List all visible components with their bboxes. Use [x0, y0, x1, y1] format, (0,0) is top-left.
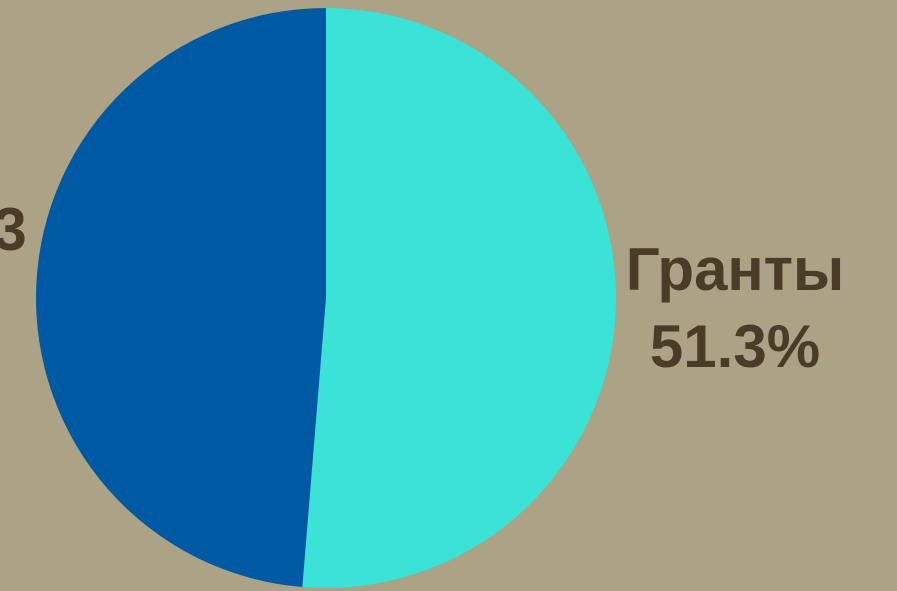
pie-slice-other-1 [35, 8, 327, 588]
slice-label-grants-name: Гранты [626, 236, 845, 303]
slice-label-grants-percent: 51.3% [650, 313, 820, 380]
pie-slices [35, 8, 616, 588]
slice-label-left-partial: 3 [0, 196, 27, 263]
pie-slice-grants [302, 8, 616, 588]
